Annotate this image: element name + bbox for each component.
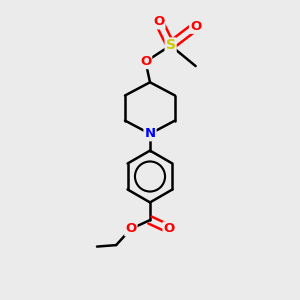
- Text: S: S: [166, 38, 176, 52]
- Text: O: O: [153, 15, 164, 28]
- Text: O: O: [190, 20, 201, 33]
- Text: O: O: [140, 55, 151, 68]
- Text: O: O: [125, 222, 136, 236]
- Text: N: N: [144, 127, 156, 140]
- Text: O: O: [164, 222, 175, 236]
